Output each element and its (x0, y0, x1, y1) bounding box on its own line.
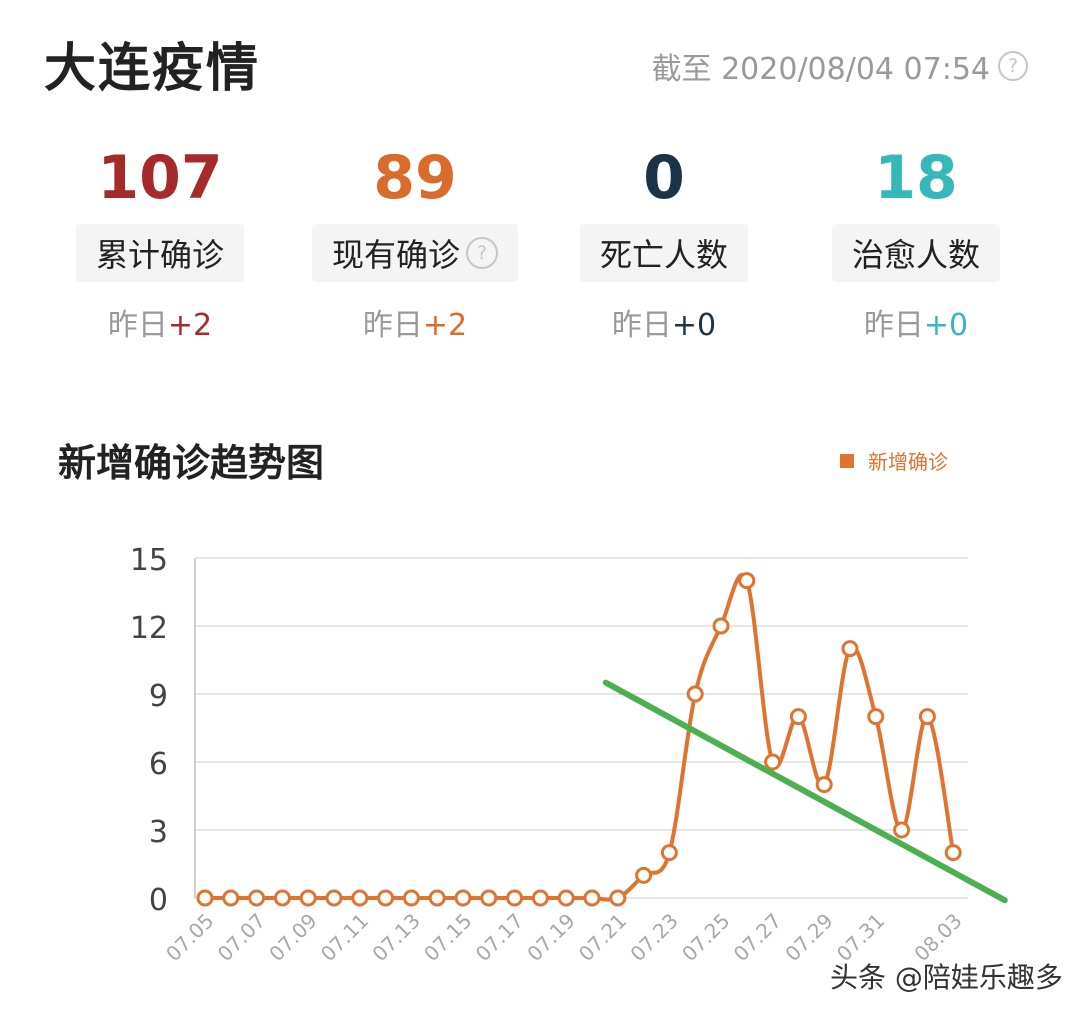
watermark: 头条 @陪娃乐趣多 (830, 961, 1063, 994)
stat-delta-prefix: 昨日 (863, 308, 924, 343)
chart-legend[interactable]: 新增确诊 (840, 446, 948, 475)
stat-label: 治愈人数 (851, 236, 980, 274)
x-tick-label: 07.13 (367, 909, 424, 966)
x-tick-label: 07.23 (625, 909, 682, 966)
data-point (351, 889, 369, 907)
legend-swatch (840, 453, 854, 468)
stat-delta: 昨日+0 (826, 300, 1006, 344)
chart-title: 新增确诊趋势图 (58, 441, 325, 485)
stat-value: 107 (97, 143, 223, 213)
data-point (222, 889, 240, 907)
data-point (325, 889, 343, 907)
page-title: 大连疫情 (44, 39, 261, 99)
data-point (299, 889, 317, 907)
y-tick-label: 6 (149, 747, 168, 782)
legend-label: 新增确诊 (868, 450, 948, 474)
x-tick-label: 07.17 (471, 909, 528, 966)
stat-label-box: 治愈人数 (831, 224, 1000, 282)
data-point (635, 866, 653, 884)
data-point (867, 708, 885, 726)
stat-delta: 昨日+2 (70, 300, 250, 344)
x-tick-label: 07.09 (264, 909, 321, 966)
help-icon[interactable]: ? (998, 51, 1028, 81)
stat-delta-prefix: 昨日 (362, 308, 423, 343)
stat-value: 0 (643, 143, 685, 213)
y-tick-label: 0 (149, 883, 168, 918)
stat-recovered: 18 治愈人数 昨日+0 (826, 140, 1006, 344)
stat-value: 89 (373, 143, 457, 213)
data-point (789, 708, 807, 726)
y-tick-label: 3 (149, 815, 168, 850)
y-tick-label: 15 (130, 543, 168, 578)
data-point (557, 889, 575, 907)
data-point (248, 889, 266, 907)
x-tick-label: 07.05 (161, 909, 218, 966)
stats-panel: 107 累计确诊 昨日+2 89 现有确诊? 昨日+2 0 死亡人数 昨日+0 … (34, 140, 1046, 360)
data-point (428, 889, 446, 907)
stat-label: 累计确诊 (95, 236, 224, 274)
stat-delta-value: +0 (671, 308, 717, 343)
stat-current-confirmed: 89 现有确诊? 昨日+2 (310, 140, 520, 344)
update-time: 截至 2020/08/04 07:54 ? (652, 44, 1028, 88)
data-point (377, 889, 395, 907)
x-tick-label: 07.27 (729, 909, 786, 966)
data-point (402, 889, 420, 907)
stat-delta: 昨日+2 (310, 300, 520, 344)
stat-label-box: 死亡人数 (579, 224, 748, 282)
data-point (196, 889, 214, 907)
x-tick-label: 07.07 (213, 909, 270, 966)
help-icon[interactable]: ? (466, 237, 498, 269)
y-tick-label: 9 (149, 679, 168, 714)
stat-delta-value: +2 (422, 308, 468, 343)
data-point (712, 617, 730, 635)
stat-total-confirmed: 107 累计确诊 昨日+2 (70, 140, 250, 344)
data-point (480, 889, 498, 907)
data-point (454, 889, 472, 907)
data-point (893, 821, 911, 839)
data-point (660, 844, 678, 862)
data-point (506, 889, 524, 907)
data-point (918, 708, 936, 726)
update-time-text: 截至 2020/08/04 07:54 (651, 52, 990, 87)
stat-delta-value: +2 (167, 308, 213, 343)
stat-delta-value: +0 (923, 308, 969, 343)
y-tick-label: 12 (130, 611, 168, 646)
x-tick-label: 07.21 (574, 909, 631, 966)
stat-delta-prefix: 昨日 (107, 308, 168, 343)
stat-label: 现有确诊 (331, 236, 460, 274)
data-point (686, 685, 704, 703)
stat-delta: 昨日+0 (574, 300, 754, 344)
series-line (204, 572, 956, 902)
stat-delta-prefix: 昨日 (611, 308, 672, 343)
x-tick-label: 07.25 (677, 909, 734, 966)
data-point (738, 572, 756, 590)
trend-chart: 0369121507.0507.0707.0907.1107.1307.1507… (130, 543, 1008, 966)
stat-value: 18 (874, 143, 958, 213)
trend-line (602, 679, 1008, 904)
stat-label-box: 现有确诊? (311, 224, 518, 282)
data-point (583, 889, 601, 907)
stat-label-box: 累计确诊 (75, 224, 244, 282)
data-point (531, 889, 549, 907)
data-point (841, 640, 859, 658)
data-point (273, 889, 291, 907)
stat-label: 死亡人数 (599, 236, 728, 274)
data-point (609, 889, 627, 907)
x-tick-label: 07.11 (316, 909, 373, 966)
data-point (944, 844, 962, 862)
x-tick-label: 07.15 (419, 909, 476, 966)
x-tick-label: 07.19 (522, 909, 579, 966)
data-point (764, 753, 782, 771)
header: 大连疫情 截至 2020/08/04 07:54 ? (0, 0, 1080, 120)
stat-deaths: 0 死亡人数 昨日+0 (574, 140, 754, 344)
data-point (815, 776, 833, 794)
